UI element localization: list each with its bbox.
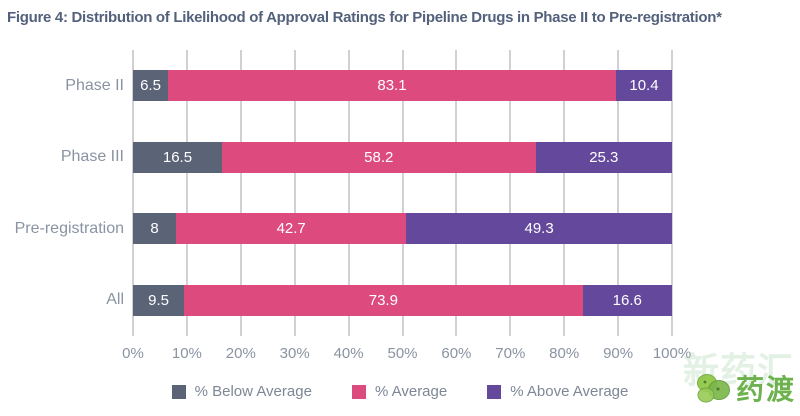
category-label: All xyxy=(106,291,124,309)
x-tick-label: 0% xyxy=(122,345,144,362)
bar-row: 16.5 58.2 25.3 xyxy=(133,141,672,173)
legend-item: % Above Average xyxy=(487,383,628,400)
x-tick-label: 60% xyxy=(441,345,472,362)
x-tick-label: 90% xyxy=(603,345,634,362)
category-label: Phase III xyxy=(60,148,124,166)
bar-segment: 73.9 xyxy=(184,284,583,316)
bar-segment: 16.6 xyxy=(582,284,672,316)
yaodu-watermark: 新药汇 药渡 xyxy=(666,350,796,414)
x-tick-label: 70% xyxy=(495,345,526,362)
bar-segment: 9.5 xyxy=(133,284,185,316)
legend-label: % Above Average xyxy=(510,383,629,400)
bar-row: 6.5 83.1 10.4 xyxy=(133,70,672,102)
gridline xyxy=(455,50,457,336)
gridline xyxy=(509,50,511,336)
yaodu-logo-text: 药渡 xyxy=(735,374,796,405)
legend-item: % Average xyxy=(351,383,448,400)
legend-swatch xyxy=(351,384,366,399)
gridline xyxy=(671,50,673,336)
x-tick-label: 40% xyxy=(333,345,364,362)
bar-segment: 25.3 xyxy=(535,141,672,173)
gridline xyxy=(186,50,188,336)
bar-segment: 58.2 xyxy=(221,141,536,173)
gridline xyxy=(617,50,619,336)
gridline xyxy=(294,50,296,336)
legend-label: % Average xyxy=(374,383,448,400)
y-axis-line xyxy=(132,50,134,336)
x-tick-label: 20% xyxy=(225,345,256,362)
bar-segment: 10.4 xyxy=(615,70,672,102)
gridline xyxy=(402,50,403,336)
legend-swatch xyxy=(487,384,502,399)
gridline xyxy=(240,50,242,336)
x-axis: 0% 10% 20% 30% 40% 50% 60% 70% 80% 90% 100% xyxy=(122,345,691,365)
legend-swatch xyxy=(171,384,186,399)
bar-segment: 42.7 xyxy=(176,213,407,245)
watermark-logo-row: 药渡 xyxy=(696,368,796,408)
gridline xyxy=(348,50,350,336)
category-label: Pre-registration xyxy=(14,219,124,237)
plot-area: Phase II 6.5 83.1 10.4 Phase III 16.5 58.2 25.3… xyxy=(15,50,673,336)
x-tick-label: 100% xyxy=(652,345,692,362)
chart-title: Figure 4: Distribution of Likelihood of … xyxy=(7,9,722,26)
x-tick-label: 80% xyxy=(549,345,580,362)
bar-segment: 16.5 xyxy=(133,141,222,173)
bar-segment: 49.3 xyxy=(406,213,672,245)
gridline xyxy=(563,50,565,336)
bar-row: 8 42.7 49.3 xyxy=(133,213,672,245)
bar-segment: 6.5 xyxy=(133,70,169,102)
category-label: Phase II xyxy=(65,76,124,94)
yaodu-leaf-icon xyxy=(696,374,730,403)
legend: % Below Average % Average % Above Average xyxy=(0,383,800,400)
legend-label: % Below Average xyxy=(194,383,312,400)
legend-item: % Below Average xyxy=(171,383,312,400)
bar-segment: 8 xyxy=(133,213,177,245)
x-tick-label: 10% xyxy=(171,345,202,362)
bar-row: 9.5 73.9 16.6 xyxy=(133,284,672,316)
x-tick-label: 30% xyxy=(279,345,310,362)
bar-segment: 83.1 xyxy=(168,70,616,102)
x-tick-label: 50% xyxy=(387,345,418,362)
